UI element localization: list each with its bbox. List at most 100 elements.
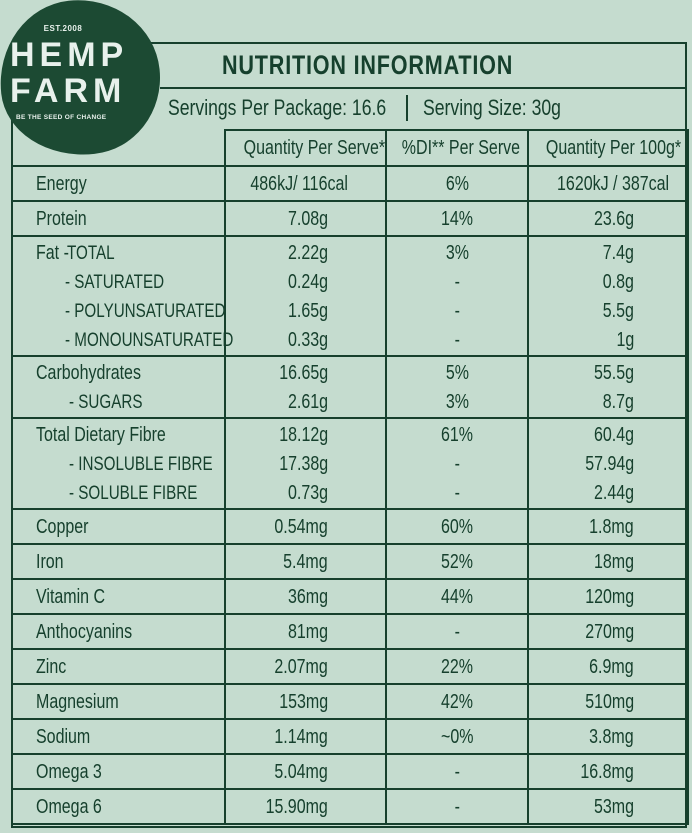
table-row: Total Dietary Fibre - INSOLUBLE FIBRE - SO…	[11, 417, 689, 510]
quantity-per-serve: 17.38g	[279, 453, 328, 475]
quantity-per-serve: 0.24g	[287, 271, 328, 293]
quantity-per-serve: 5.4mg	[283, 551, 328, 573]
quantity-per-100g-cell: 18mg	[527, 543, 689, 580]
table-header-row: Quantity Per Serve* %DI** Per Serve Quan…	[12, 129, 689, 167]
di-per-serve-cell: 22%	[385, 648, 529, 685]
di-per-serve-cell: ~0%	[385, 718, 529, 755]
quantity-per-serve: 0.33g	[287, 329, 328, 351]
quantity-per-100g-cell: 23.6g	[527, 200, 689, 237]
nutrient-name: Magnesium	[36, 691, 119, 713]
nutrient-name: Zinc	[36, 656, 67, 678]
nutrient-name-cell: Anthocyanins	[11, 613, 226, 650]
quantity-per-100g-cell: 510mg	[527, 683, 689, 720]
di-per-serve: -	[454, 300, 460, 322]
table-row: Zinc 2.07mg 22% 6.9mg	[11, 648, 689, 685]
di-per-serve: 52%	[440, 551, 474, 573]
di-per-serve-cell: -	[385, 753, 529, 790]
servings-divider	[406, 95, 408, 121]
quantity-per-100g: 510mg	[585, 691, 634, 713]
quantity-per-serve: 16.65g	[279, 362, 328, 384]
nutrient-name-cell: Fat - TOTAL - SATURATED - POLYUNSATURATED -…	[11, 235, 233, 357]
nutrient-name: - SUGARS	[69, 392, 143, 413]
quantity-per-serve-cell: 2.22g 0.24g 1.65g 0.33g	[224, 235, 387, 357]
di-per-serve-cell: 3% - - -	[385, 235, 529, 357]
nutrient-name: Copper	[36, 516, 89, 538]
nutrient-name-cell: Zinc	[11, 648, 226, 685]
quantity-per-100g: 55.5g	[593, 362, 634, 384]
quantity-per-100g-cell: 1.8mg	[527, 508, 689, 545]
nutrient-name-cell: Omega 6	[11, 788, 226, 825]
nutrient-name: Total Dietary Fibre	[36, 424, 166, 446]
quantity-per-serve-cell: 36mg	[224, 578, 387, 615]
logo-word-hemp: HEMP	[10, 36, 129, 74]
brand-logo: EST.2008 HEMP FARM BE THE SEED OF CHANGE	[0, 0, 168, 163]
di-per-serve: -	[454, 482, 460, 504]
di-per-serve: 6%	[445, 173, 469, 195]
quantity-per-100g: 6.9mg	[589, 656, 634, 678]
di-per-serve-cell: -	[385, 788, 529, 825]
di-per-serve-cell: 14%	[385, 200, 529, 237]
nutrient-name: Iron	[36, 551, 64, 573]
quantity-per-serve: 153mg	[279, 691, 328, 713]
table-row: Omega 6 15.90mg - 53mg	[11, 788, 689, 825]
quantity-per-100g: 2.44g	[593, 482, 634, 504]
quantity-per-serve: 486kJ/ 116cal	[250, 173, 348, 195]
nutrient-name: - SOLUBLE FIBRE	[69, 483, 198, 504]
di-per-serve-cell: 42%	[385, 683, 529, 720]
quantity-per-serve: 2.07mg	[274, 656, 328, 678]
di-per-serve: 60%	[440, 516, 474, 538]
quantity-per-serve: 18.12g	[279, 424, 328, 446]
servings-bar: Servings Per Package: 16.6 Serving Size:…	[160, 87, 687, 127]
quantity-per-100g-cell: 55.5g 8.7g	[527, 355, 689, 419]
nutrient-name: Fat -	[36, 242, 69, 264]
nutrition-table: Quantity Per Serve* %DI** Per Serve Quan…	[11, 129, 689, 825]
header-per100: Quantity Per 100g*	[527, 129, 689, 167]
servings-per-package: Servings Per Package: 16.6	[168, 95, 387, 120]
quantity-per-serve-cell: 0.54mg	[224, 508, 387, 545]
nutrient-name: Omega 6	[36, 796, 102, 818]
quantity-per-100g-cell: 7.4g 0.8g 5.5g 1g	[527, 235, 689, 357]
di-per-serve: -	[454, 796, 460, 818]
di-per-serve: 3%	[445, 391, 469, 413]
quantity-per-serve: 7.08g	[287, 208, 328, 230]
di-per-serve-cell: 60%	[385, 508, 529, 545]
table-row: Vitamin C 36mg 44% 120mg	[11, 578, 689, 615]
quantity-per-serve: 81mg	[287, 621, 328, 643]
nutrient-name-cell: Protein	[11, 200, 226, 237]
quantity-per-100g: 18mg	[593, 551, 634, 573]
nutrient-name: Protein	[36, 208, 87, 230]
nutrient-name-cell: Magnesium	[11, 683, 226, 720]
di-per-serve-cell: -	[385, 613, 529, 650]
di-per-serve: -	[454, 621, 460, 643]
quantity-per-serve-cell: 16.65g 2.61g	[224, 355, 387, 419]
logo-word-farm: FARM	[10, 72, 127, 110]
quantity-per-100g-cell: 16.8mg	[527, 753, 689, 790]
logo-est: EST.2008	[43, 24, 83, 33]
quantity-per-100g: 16.8mg	[580, 761, 634, 783]
nutrient-name: - SATURATED	[65, 272, 165, 293]
di-per-serve: 42%	[440, 691, 474, 713]
nutrient-name-cell: Energy	[11, 165, 226, 202]
nutrient-name: Anthocyanins	[36, 621, 133, 643]
quantity-per-serve: 36mg	[287, 586, 328, 608]
nutrient-name-cell: Carbohydrates - SUGARS	[11, 355, 226, 419]
nutrient-name-cell: Vitamin C	[11, 578, 226, 615]
quantity-per-serve-cell: 153mg	[224, 683, 387, 720]
nutrient-name-cell: Omega 3	[11, 753, 226, 790]
nutrient-name: Vitamin C	[36, 586, 106, 608]
quantity-per-100g: 5.5g	[602, 300, 634, 322]
quantity-per-serve: 15.90mg	[265, 796, 328, 818]
quantity-per-serve-cell: 18.12g 17.38g 0.73g	[224, 417, 387, 510]
table-row: Sodium 1.14mg ~0% 3.8mg	[11, 718, 689, 755]
nutrient-name: Energy	[36, 173, 87, 195]
quantity-per-100g: 53mg	[593, 796, 634, 818]
quantity-per-100g-cell: 6.9mg	[527, 648, 689, 685]
table-row: Fat - TOTAL - SATURATED - POLYUNSATURATED -…	[11, 235, 689, 357]
header-quantity: Quantity Per Serve*	[224, 129, 387, 167]
table-row: Energy 486kJ/ 116cal 6% 1620kJ / 387cal	[11, 165, 689, 202]
quantity-per-100g-cell: 3.8mg	[527, 718, 689, 755]
quantity-per-100g: 270mg	[585, 621, 634, 643]
panel-title: NUTRITION INFORMATION	[222, 50, 514, 80]
quantity-per-100g: 1.8mg	[589, 516, 634, 538]
quantity-per-serve-cell: 5.04mg	[224, 753, 387, 790]
